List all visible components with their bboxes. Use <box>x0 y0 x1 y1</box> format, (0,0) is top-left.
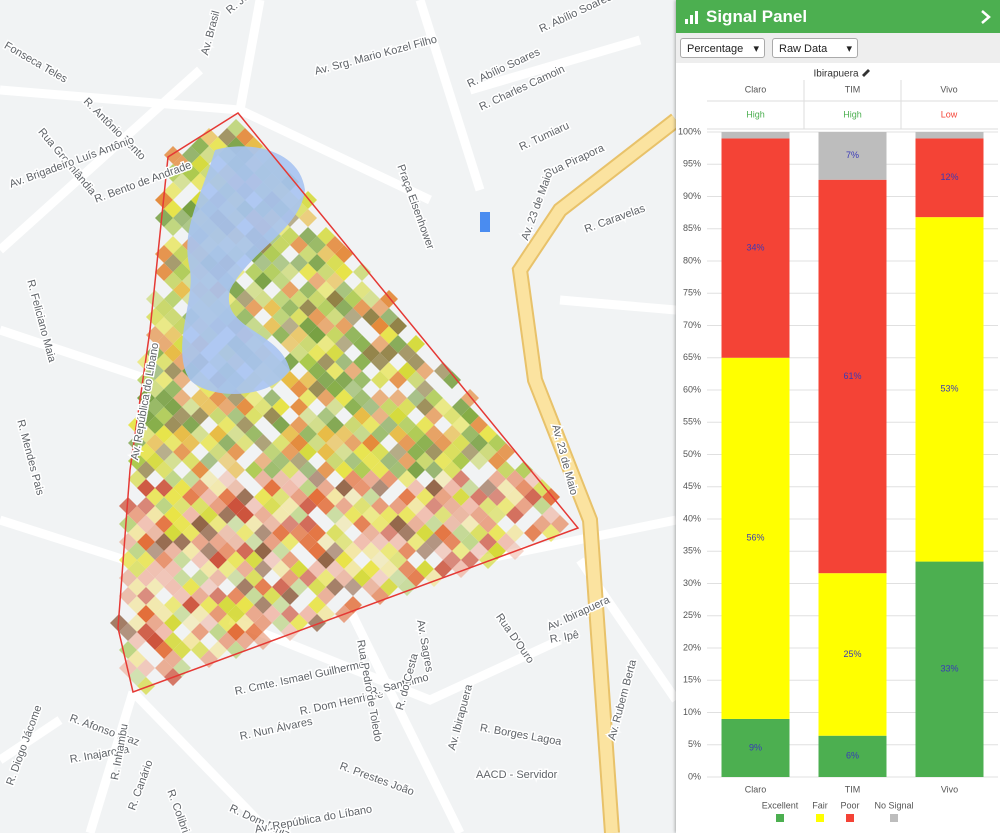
heat-tile <box>227 641 245 659</box>
bar-segment <box>721 357 790 719</box>
heat-tile <box>506 506 524 524</box>
heat-tile <box>344 578 362 596</box>
y-tick-label: 30% <box>683 578 701 588</box>
legend-label: Fair <box>812 800 828 810</box>
bar-segment <box>721 138 790 358</box>
chart: Ibirapuera Claro High TIM High Vivo Low 0% 5% 10… <box>678 69 998 822</box>
legend-swatch <box>776 814 784 822</box>
panel-title: Signal Panel <box>706 7 808 26</box>
bar-segment <box>721 718 790 777</box>
heat-tile <box>524 524 542 542</box>
x-tick-label: Vivo <box>941 784 958 794</box>
value-label: 12% <box>940 172 958 182</box>
bar-segment <box>721 132 790 139</box>
y-tick-label: 45% <box>683 481 701 491</box>
bar-segment <box>915 561 984 777</box>
y-tick-label: 35% <box>683 546 701 556</box>
heat-tile <box>542 524 560 542</box>
y-tick-label: 10% <box>683 707 701 717</box>
y-tick-label: 0% <box>688 771 701 781</box>
y-tick-label: 70% <box>683 320 701 330</box>
y-tick-label: 85% <box>683 223 701 233</box>
heat-tile <box>443 371 461 389</box>
map[interactable]: Av. BrasilR. João PinheiroFonseca TelesR… <box>0 0 676 833</box>
y-tick-label: 90% <box>683 191 701 201</box>
street-label: AACD - Servidor <box>476 769 558 781</box>
x-tick-label: Claro <box>745 784 767 794</box>
heat-tile <box>308 614 326 632</box>
y-tick-label: 20% <box>683 642 701 652</box>
heat-tile <box>389 371 407 389</box>
y-tick-label: 75% <box>683 288 701 298</box>
bar-segment <box>915 217 984 562</box>
heat-tile <box>137 677 155 695</box>
heat-tile <box>479 551 497 569</box>
bar-segment <box>818 735 887 777</box>
map-marker <box>480 212 490 232</box>
heat-tile <box>371 371 389 389</box>
bar-segment <box>818 132 887 180</box>
highway <box>513 115 676 833</box>
value-label: 9% <box>749 742 762 752</box>
carrier-name: TIM <box>845 84 861 94</box>
signal-rating: High <box>843 109 862 119</box>
x-tick-label: TIM <box>845 784 861 794</box>
y-tick-label: 60% <box>683 384 701 394</box>
map-background <box>0 0 676 833</box>
heat-tile <box>200 650 218 668</box>
value-label: 25% <box>843 649 861 659</box>
signal-panel: Signal Panel Percentage Raw Data Ibirapu… <box>676 0 1000 833</box>
area-boundary <box>117 112 580 693</box>
signal-rating: High <box>746 109 765 119</box>
carrier-name: Vivo <box>940 84 957 94</box>
y-tick-label: 5% <box>688 739 701 749</box>
heat-tile <box>416 542 434 560</box>
mode-select[interactable]: Percentage <box>680 38 765 59</box>
legend-swatch <box>890 814 898 822</box>
legend-swatch <box>846 814 854 822</box>
y-tick-label: 50% <box>683 449 701 459</box>
carrier-name: Claro <box>745 84 767 94</box>
heat-tile <box>371 587 389 605</box>
value-label: 34% <box>746 242 764 252</box>
bar-segment <box>818 573 887 736</box>
legend-label: Excellent <box>762 800 799 810</box>
heat-tile <box>299 209 317 227</box>
legend-swatch <box>816 814 824 822</box>
value-label: 53% <box>940 384 958 394</box>
location-name[interactable]: Ibirapuera <box>813 69 858 80</box>
y-tick-label: 40% <box>683 513 701 523</box>
signal-rating: Low <box>941 109 958 119</box>
value-label: 61% <box>843 371 861 381</box>
y-tick-label: 65% <box>683 352 701 362</box>
edit-icon[interactable] <box>862 69 870 77</box>
value-label: 6% <box>846 751 859 761</box>
panel-header: Signal Panel <box>676 0 1000 33</box>
y-tick-label: 80% <box>683 255 701 265</box>
toolbar: Percentage Raw Data <box>676 33 1000 63</box>
heat-tile <box>353 263 371 281</box>
bar-segment <box>915 132 984 139</box>
signal-icon <box>685 11 698 24</box>
lake <box>182 146 305 394</box>
heat-tile <box>164 218 182 236</box>
y-tick-label: 100% <box>678 126 701 136</box>
value-label: 7% <box>846 150 859 160</box>
data-select[interactable]: Raw Data <box>772 38 858 59</box>
heat-tile <box>470 452 488 470</box>
legend-label: Poor <box>840 800 859 810</box>
collapse-button[interactable] <box>980 10 992 24</box>
y-tick-label: 25% <box>683 610 701 620</box>
y-tick-label: 15% <box>683 675 701 685</box>
value-label: 33% <box>940 664 958 674</box>
y-tick-label: 55% <box>683 417 701 427</box>
legend-label: No Signal <box>874 800 913 810</box>
value-label: 56% <box>746 533 764 543</box>
y-tick-label: 95% <box>683 159 701 169</box>
bar-segment <box>818 179 887 574</box>
bar-segment <box>915 138 984 218</box>
heat-tile <box>398 578 416 596</box>
